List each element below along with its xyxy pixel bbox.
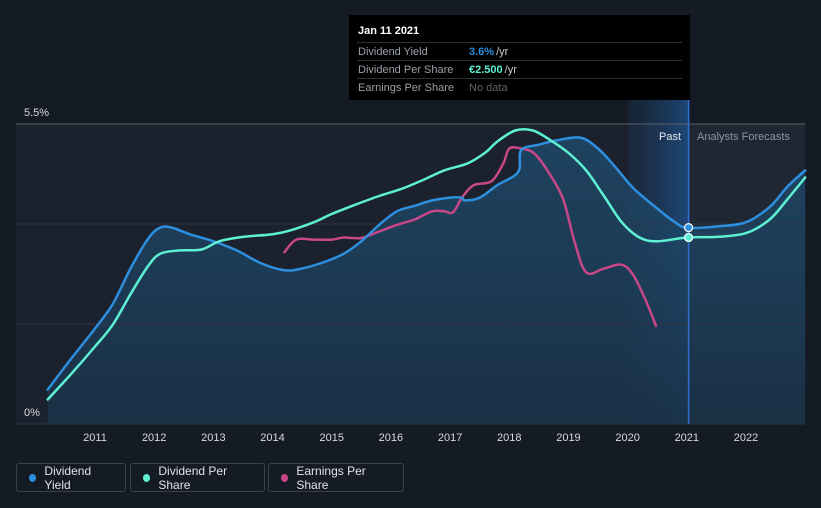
forecast-region-label: Analysts Forecasts bbox=[697, 131, 790, 143]
tooltip-label: Dividend Yield bbox=[358, 45, 428, 58]
legend-label: Earnings Per Share bbox=[296, 463, 366, 492]
x-tick-label: 2014 bbox=[260, 432, 284, 444]
tooltip-label: Earnings Per Share bbox=[358, 81, 454, 94]
legend-swatch-icon bbox=[281, 473, 289, 482]
tooltip-row-earnings-per-share: Earnings Per Share No data bbox=[357, 78, 682, 96]
x-tick-label: 2011 bbox=[83, 432, 107, 444]
y-tick-label-bottom: 0% bbox=[24, 407, 40, 419]
x-tick-label: 2021 bbox=[675, 432, 699, 444]
x-tick-label: 2019 bbox=[556, 432, 580, 444]
x-tick-label: 2012 bbox=[142, 432, 166, 444]
past-region-label: Past bbox=[659, 131, 681, 143]
tooltip-no-data: No data bbox=[469, 81, 508, 94]
tooltip-date: Jan 11 2021 bbox=[358, 25, 420, 37]
x-tick-label: 2018 bbox=[497, 432, 521, 444]
dividend-yield-area bbox=[47, 137, 806, 424]
tooltip-value: €2.500 bbox=[469, 63, 503, 76]
hover-tooltip: Jan 11 2021 Dividend Yield 3.6% /yr Divi… bbox=[349, 15, 690, 100]
legend-swatch-icon bbox=[143, 473, 151, 482]
x-tick-label: 2015 bbox=[319, 432, 343, 444]
y-tick-label-top: 5.5% bbox=[24, 107, 49, 119]
x-tick-label: 2016 bbox=[379, 432, 403, 444]
hover-marker bbox=[683, 232, 694, 243]
tooltip-unit: /yr bbox=[504, 63, 517, 76]
tooltip-unit: /yr bbox=[496, 45, 509, 58]
tooltip-label: Dividend Per Share bbox=[358, 63, 454, 76]
legend-label: Dividend Per Share bbox=[158, 463, 228, 492]
x-tick-label: 2017 bbox=[438, 432, 462, 444]
tooltip-row-dividend-per-share: Dividend Per Share €2.500 /yr bbox=[357, 60, 682, 78]
x-tick-label: 2022 bbox=[734, 432, 758, 444]
legend-swatch-icon bbox=[29, 473, 37, 482]
legend-dividend-yield[interactable]: Dividend Yield bbox=[16, 463, 126, 492]
tooltip-row-dividend-yield: Dividend Yield 3.6% /yr bbox=[357, 42, 682, 60]
series-line-dividend-yield bbox=[46, 136, 807, 391]
series-lines bbox=[46, 127, 807, 401]
series-line-dividend-per-share bbox=[46, 127, 807, 401]
series-line-earnings-per-share bbox=[283, 146, 658, 328]
hover-markers bbox=[683, 223, 694, 243]
tooltip-value: 3.6% bbox=[469, 45, 495, 58]
gridlines bbox=[16, 123, 805, 425]
legend-earnings-per-share[interactable]: Earnings Per Share bbox=[268, 463, 404, 492]
x-tick-label: 2013 bbox=[201, 432, 225, 444]
legend-label: Dividend Yield bbox=[44, 463, 92, 492]
legend-dividend-per-share[interactable]: Dividend Per Share bbox=[130, 463, 265, 492]
hover-marker bbox=[683, 223, 694, 233]
x-tick-label: 2020 bbox=[615, 432, 639, 444]
x-axis-ticks: 2011 2012 2013 2014 2015 2016 2017 2018 2019 2020… bbox=[83, 432, 758, 444]
